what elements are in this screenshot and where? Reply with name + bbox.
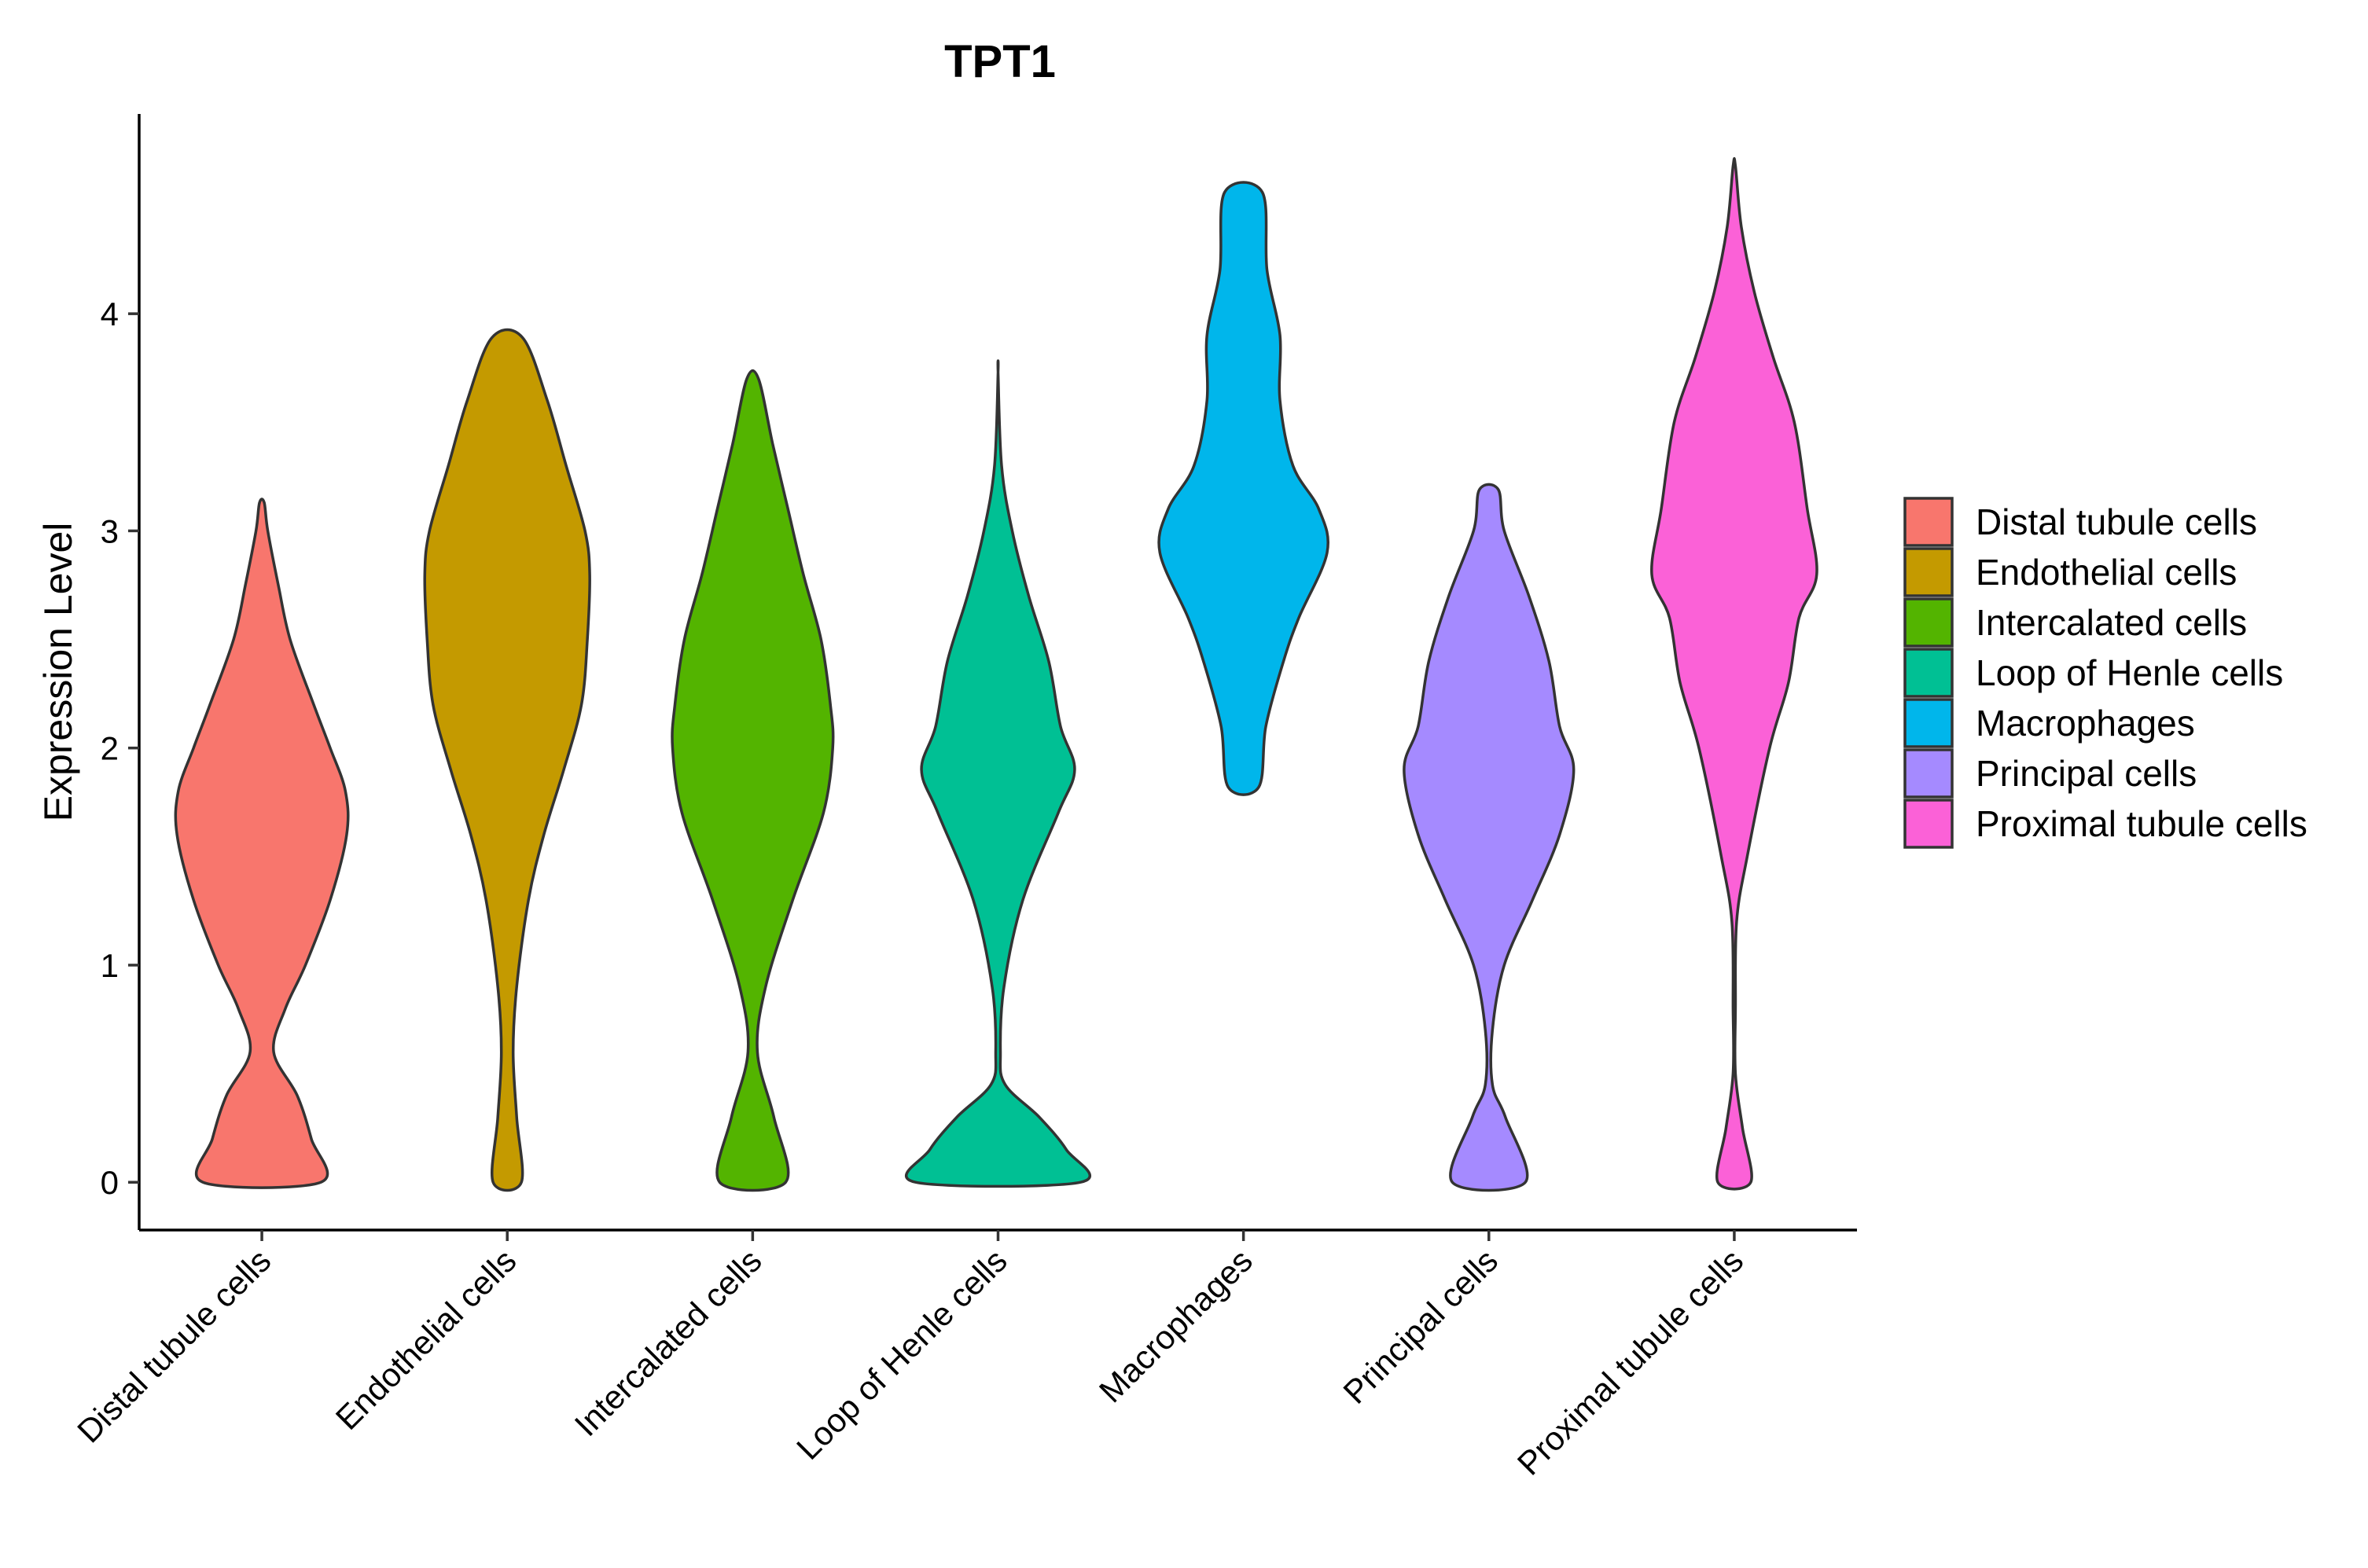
violin-macrophages	[1157, 181, 1329, 796]
legend-key-distal-tubule-cells	[1903, 497, 1954, 547]
legend-label: Macrophages	[1976, 703, 2195, 744]
legend: Distal tubule cells Endothelial cells Inte…	[1903, 497, 2307, 849]
legend-key-loop-of-henle-cells	[1903, 648, 1954, 698]
violin-principal-cells	[1403, 483, 1576, 1192]
y-tick-label: 1	[101, 947, 119, 984]
violin-proximal-tubule-cells	[1650, 156, 1818, 1191]
legend-label: Proximal tubule cells	[1976, 803, 2307, 844]
legend-label: Loop of Henle cells	[1976, 652, 2283, 693]
legend-key-macrophages	[1903, 698, 1954, 748]
legend-label: Principal cells	[1976, 753, 2197, 794]
y-tick-label: 2	[101, 730, 119, 767]
legend-label: Intercalated cells	[1976, 602, 2247, 643]
y-axis-label: Expression Level	[36, 523, 80, 822]
chart-title: TPT1	[944, 36, 1056, 87]
legend-key-intercalated-cells	[1903, 597, 1954, 648]
y-tick-label: 4	[101, 296, 119, 332]
legend-label: Endothelial cells	[1976, 552, 2237, 593]
violin-loop-of-henle-cells	[905, 359, 1091, 1188]
legend-key-proximal-tubule-cells	[1903, 799, 1954, 849]
y-tick-label: 3	[101, 512, 119, 549]
violin-endothelial-cells	[423, 328, 591, 1192]
legend-label: Distal tubule cells	[1976, 501, 2257, 542]
violin-distal-tubule-cells	[174, 498, 350, 1189]
violin-intercalated-cells	[671, 369, 835, 1192]
y-tick-label: 0	[101, 1164, 119, 1201]
legend-key-principal-cells	[1903, 748, 1954, 799]
legend-key-endothelial-cells	[1903, 547, 1954, 597]
